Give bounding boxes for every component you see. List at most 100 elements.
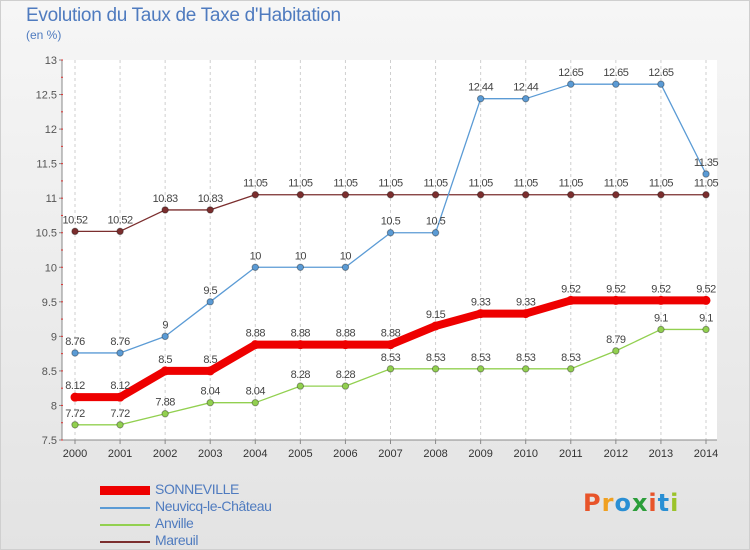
data-point (386, 340, 395, 350)
data-label: 11.05 (469, 178, 494, 190)
data-label: 11.05 (243, 178, 268, 190)
data-point (476, 191, 485, 199)
data-label: 8.28 (336, 369, 356, 381)
x-tick-label: 2003 (198, 448, 222, 460)
data-point (70, 392, 80, 402)
y-tick-label: 11.5 (36, 159, 57, 171)
x-tick-label: 2004 (243, 448, 267, 460)
data-point (116, 349, 124, 357)
y-tick-label: 7.5 (42, 435, 57, 447)
data-label: 8.53 (471, 352, 491, 364)
data-label: 7.72 (65, 408, 85, 420)
data-point (386, 191, 395, 199)
data-label: 12.44 (513, 82, 538, 94)
y-tick-label: 9.5 (42, 297, 57, 309)
data-point (295, 340, 305, 350)
data-point (702, 191, 710, 199)
data-label: 8.76 (110, 336, 130, 348)
data-point (160, 366, 170, 376)
data-label: 8.04 (201, 386, 221, 398)
data-point (521, 309, 531, 319)
data-label: 10.5 (381, 216, 401, 228)
legend-label: Mareuil (155, 532, 199, 548)
data-label: 10.83 (153, 193, 178, 205)
y-tick-label: 13 (45, 55, 57, 67)
data-label: 8.53 (516, 352, 536, 364)
x-tick-label: 2000 (63, 448, 87, 460)
data-point (476, 309, 486, 319)
data-label: 9.52 (651, 283, 671, 295)
x-tick-label: 2002 (153, 448, 177, 460)
legend-swatch (100, 486, 150, 495)
data-label: 11.05 (288, 178, 313, 190)
data-label: 8.28 (291, 369, 311, 381)
data-label: 11.05 (378, 178, 403, 190)
data-point (296, 263, 305, 271)
data-point (522, 365, 530, 373)
data-label: 8.88 (291, 328, 311, 340)
data-label: 10.52 (108, 214, 133, 226)
data-point (71, 349, 79, 357)
data-point (71, 227, 79, 236)
data-label: 11.05 (694, 178, 719, 190)
logo-letter: i (670, 489, 680, 517)
data-point (657, 80, 665, 88)
data-label: 11.05 (649, 178, 674, 190)
data-label: 8.5 (203, 354, 217, 366)
data-point (612, 347, 620, 355)
data-label: 10.83 (198, 193, 223, 205)
data-label: 12.65 (603, 67, 628, 79)
data-label: 9.33 (471, 297, 491, 309)
data-point (522, 94, 530, 103)
data-point (702, 170, 710, 178)
data-point (701, 295, 711, 305)
data-point (386, 365, 395, 373)
y-tick-label: 10 (45, 262, 57, 274)
data-point (657, 191, 665, 199)
data-label: 8.04 (246, 386, 266, 398)
data-point (431, 191, 440, 199)
logo-letter: t (657, 489, 671, 517)
data-label: 8.5 (158, 354, 172, 366)
data-point (251, 191, 259, 199)
data-label: 11.05 (333, 178, 358, 190)
data-point (431, 365, 440, 373)
logo-letter: r (601, 489, 615, 517)
data-point (341, 382, 350, 390)
data-label: 9.1 (654, 312, 668, 324)
data-point (251, 398, 259, 407)
data-point (206, 206, 214, 214)
y-tick-label: 8.5 (42, 366, 57, 378)
data-point (206, 298, 214, 306)
data-point (296, 382, 305, 390)
data-label: 7.72 (110, 408, 130, 420)
data-label: 9.5 (203, 285, 217, 297)
x-tick-label: 2010 (513, 448, 537, 460)
data-point (657, 325, 665, 334)
x-tick-label: 2012 (604, 448, 628, 460)
data-point (250, 340, 260, 350)
legend-label: Neuvicq-le-Château (155, 498, 272, 514)
data-point (612, 191, 620, 199)
data-label: 10 (250, 250, 262, 262)
data-point (567, 191, 575, 199)
data-label: 11.35 (694, 157, 719, 169)
x-tick-label: 2007 (378, 448, 402, 460)
x-tick-label: 2009 (468, 448, 492, 460)
data-label: 9.33 (516, 297, 536, 309)
data-point (612, 80, 620, 88)
data-label: 8.12 (65, 380, 85, 392)
data-label: 8.53 (426, 352, 446, 364)
legend-swatch (100, 524, 150, 526)
data-label: 8.88 (336, 328, 356, 340)
data-point (115, 392, 125, 402)
y-tick-label: 11 (46, 193, 57, 205)
logo-letter: o (614, 489, 632, 517)
data-point (522, 191, 530, 199)
data-label: 9 (162, 319, 168, 331)
data-point (116, 421, 124, 429)
data-point (340, 340, 350, 350)
data-point (566, 295, 576, 305)
data-label: 11.05 (423, 178, 448, 190)
